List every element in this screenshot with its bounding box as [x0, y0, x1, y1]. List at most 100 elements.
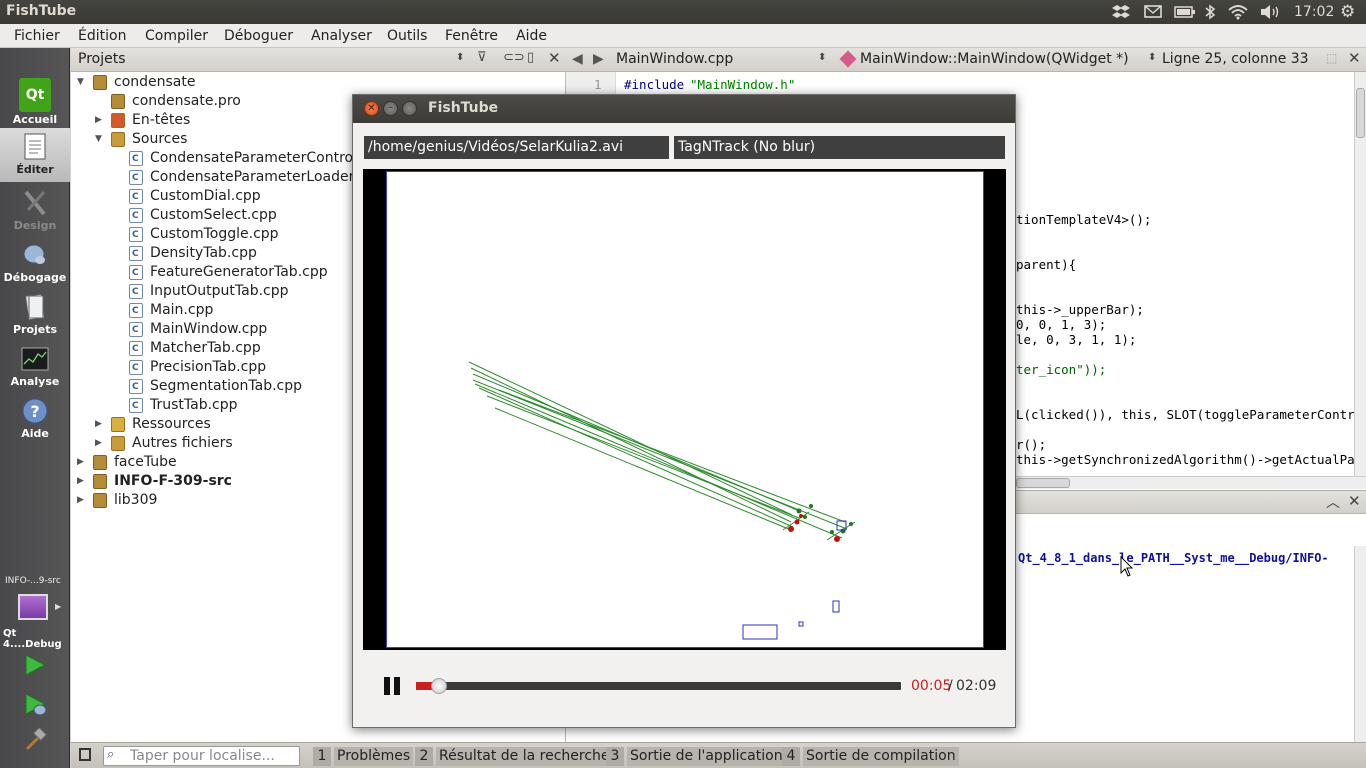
bluetooth-icon[interactable]	[1204, 4, 1216, 24]
cpp-file-icon	[129, 226, 143, 245]
code-include-directive: #include	[624, 77, 685, 92]
editor-hscrollbar[interactable]	[1016, 476, 1366, 489]
total-time: 02:09	[956, 678, 997, 694]
target-kit-monitor-icon[interactable]	[18, 594, 48, 620]
cpp-file-icon	[129, 264, 143, 283]
mode-label: Accueil	[12, 113, 58, 126]
session-gear-icon[interactable]: ⚙	[1340, 2, 1356, 22]
mode-label: Design	[13, 219, 57, 232]
output-tab-problems[interactable]: 1 Problèmes	[313, 747, 414, 767]
collapse-arrow-icon[interactable]: ▼	[95, 134, 102, 144]
editor-hscroll-thumb[interactable]	[1016, 478, 1070, 488]
nav-back-icon[interactable]: ◀	[572, 51, 583, 67]
build-hammer-icon[interactable]	[23, 726, 48, 756]
seek-handle[interactable]	[431, 678, 447, 694]
cpp-file-icon	[129, 207, 143, 226]
expand-arrow-icon[interactable]: ▶	[77, 457, 84, 467]
projects-view-select[interactable]: Projets	[78, 51, 126, 67]
editor-vscroll-thumb[interactable]	[1356, 88, 1365, 138]
algorithm-select[interactable]: TagNTrack (No blur)	[674, 136, 1005, 159]
project-icon	[93, 455, 107, 470]
symbol-select-arrows-icon[interactable]: ⬍	[1148, 52, 1157, 63]
toggle-sidebar-icon[interactable]	[79, 748, 91, 761]
bottom-status-bar: ⌕ Taper pour localise... 1 Problèmes 2 Rés…	[71, 742, 1366, 768]
locator-input[interactable]: ⌕ Taper pour localise...	[103, 746, 300, 766]
cursor-position[interactable]: Ligne 25, colonne 33	[1162, 51, 1309, 67]
seek-bar[interactable]	[416, 678, 901, 694]
output-tab-compilation[interactable]: 4 Sortie de compilation	[782, 747, 959, 767]
expand-arrow-icon[interactable]: ▶	[95, 115, 102, 125]
menu-aide[interactable]: Aide	[516, 28, 547, 44]
mode-edit[interactable]: Éditer	[0, 128, 70, 182]
mode-debug[interactable]: Débogage	[0, 236, 70, 288]
video-path-field[interactable]: /home/genius/Vidéos/SelarKulia2.avi	[364, 136, 669, 159]
file-select-arrows-icon[interactable]: ⬍	[818, 52, 827, 63]
menu-analyser[interactable]: Analyser	[311, 28, 372, 44]
help-icon: ?	[20, 396, 50, 426]
minimize-window-icon[interactable]: –	[383, 101, 398, 116]
video-frame	[386, 171, 984, 648]
video-display[interactable]	[363, 169, 1006, 650]
split-editor-icon[interactable]: ⬚	[1326, 51, 1338, 65]
target-project-label: INFO-...9-src	[5, 576, 61, 586]
playback-controls: 00:05 / 02:09	[363, 662, 1006, 710]
resources-folder-icon	[111, 417, 125, 432]
close-output-icon[interactable]: ✕	[1348, 492, 1361, 510]
collapse-arrow-icon[interactable]: ▼	[77, 77, 84, 87]
cpp-file-icon	[129, 397, 143, 416]
code-fragment: this->_upperBar);	[1016, 302, 1144, 317]
menu-edition[interactable]: Édition	[78, 28, 127, 44]
target-kit-label: Qt 4....Debug	[3, 628, 62, 650]
battery-icon[interactable]	[1174, 6, 1196, 22]
link-icon[interactable]: ⊂⊃	[503, 50, 525, 65]
expand-arrow-icon[interactable]: ▶	[95, 438, 102, 448]
volume-icon[interactable]	[1260, 4, 1282, 24]
clock[interactable]: 17:02	[1294, 4, 1335, 20]
cpp-file-icon	[129, 302, 143, 321]
pause-icon[interactable]	[383, 677, 401, 699]
editor-vscrollbar[interactable]	[1354, 72, 1366, 476]
view-select-arrows-icon[interactable]: ⬍	[456, 52, 465, 63]
split-icon[interactable]: ▯	[527, 50, 535, 65]
code-fragment: le, 0, 3, 1, 1);	[1016, 332, 1137, 347]
filter-icon[interactable]: ⊽	[477, 50, 487, 65]
mode-design[interactable]: Design	[0, 184, 70, 236]
debug-run-icon[interactable]	[24, 693, 48, 721]
close-window-icon[interactable]: ✕	[364, 101, 379, 116]
expand-arrow-icon[interactable]: ▶	[77, 495, 84, 505]
mode-help[interactable]: ? Aide	[0, 392, 70, 444]
design-tools-icon	[20, 188, 50, 218]
menu-outils[interactable]: Outils	[387, 28, 428, 44]
compile-output-line: Qt_4_8_1_dans_le_PATH__Syst_me__Debug/IN…	[1018, 551, 1329, 565]
mail-icon[interactable]	[1144, 5, 1162, 22]
search-icon: ⌕	[107, 747, 115, 762]
close-editor-icon[interactable]: ✕	[1348, 49, 1361, 67]
menu-fenetre[interactable]: Fenêtre	[445, 28, 498, 44]
wifi-icon[interactable]	[1227, 4, 1249, 24]
menu-fichier[interactable]: Fichier	[14, 28, 60, 44]
cpp-file-icon	[129, 245, 143, 264]
maximize-output-icon[interactable]: ︿	[1326, 495, 1340, 511]
symbol-select[interactable]: MainWindow::MainWindow(QWidget *)	[860, 51, 1129, 67]
close-panel-icon[interactable]: ✕	[548, 49, 561, 67]
target-expand-icon[interactable]: ▶	[55, 602, 62, 611]
mode-welcome[interactable]: Qt Accueil	[0, 74, 70, 126]
dropbox-icon[interactable]	[1112, 4, 1130, 24]
mode-analyze[interactable]: Analyse	[0, 340, 70, 392]
expand-arrow-icon[interactable]: ▶	[95, 419, 102, 429]
expand-arrow-icon[interactable]: ▶	[77, 476, 84, 486]
menu-deboguer[interactable]: Déboguer	[224, 28, 293, 44]
headers-folder-icon	[111, 113, 125, 128]
menu-compiler[interactable]: Compiler	[145, 28, 209, 44]
fishtube-titlebar[interactable]: ✕ – FishTube	[353, 95, 1015, 123]
mode-projects[interactable]: Projets	[0, 288, 70, 340]
output-vscrollbar[interactable]	[1354, 546, 1366, 742]
run-icon[interactable]	[24, 654, 47, 680]
qt-logo-icon: Qt	[19, 78, 51, 112]
output-tab-search-results[interactable]: 2 Résultat de la recherche	[415, 747, 613, 767]
open-documents-select[interactable]: MainWindow.cpp	[616, 51, 734, 67]
fishtube-title: FishTube	[428, 100, 499, 116]
output-tab-application[interactable]: 3 Sortie de l'application	[606, 747, 786, 767]
maximize-window-icon[interactable]	[402, 101, 417, 116]
nav-forward-icon[interactable]: ▶	[593, 51, 604, 67]
